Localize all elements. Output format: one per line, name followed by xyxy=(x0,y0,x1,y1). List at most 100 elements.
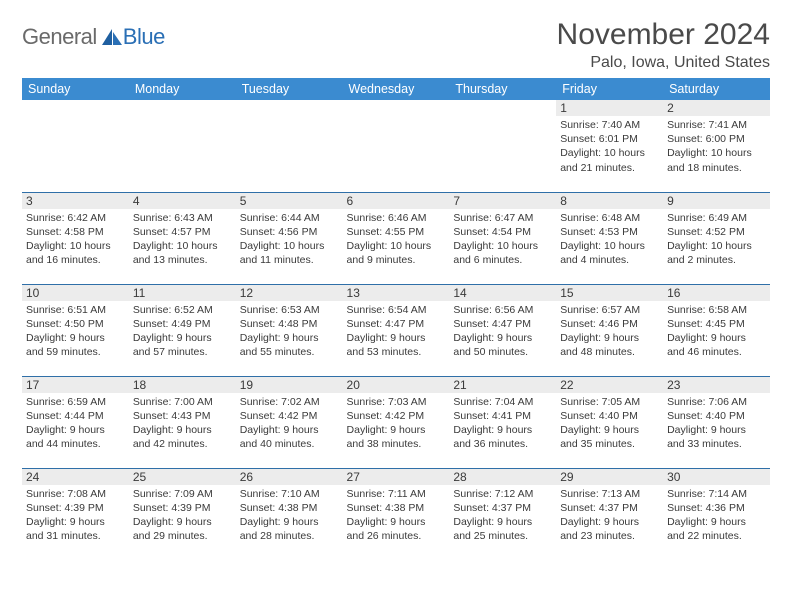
day-number: 3 xyxy=(22,193,129,209)
day-info-line: Sunrise: 6:57 AM xyxy=(560,303,659,317)
day-info-line: and 11 minutes. xyxy=(240,253,339,267)
day-info: Sunrise: 7:09 AMSunset: 4:39 PMDaylight:… xyxy=(133,487,232,544)
day-info-line: Sunrise: 6:52 AM xyxy=(133,303,232,317)
day-info: Sunrise: 6:43 AMSunset: 4:57 PMDaylight:… xyxy=(133,211,232,268)
day-number: 12 xyxy=(236,285,343,301)
day-number: 16 xyxy=(663,285,770,301)
day-cell: 19Sunrise: 7:02 AMSunset: 4:42 PMDayligh… xyxy=(236,376,343,468)
day-info-line: Daylight: 9 hours xyxy=(560,423,659,437)
day-info-line: Sunrise: 7:04 AM xyxy=(453,395,552,409)
day-info-line: Sunset: 4:40 PM xyxy=(667,409,766,423)
day-info-line: Sunset: 4:47 PM xyxy=(453,317,552,331)
day-info-line: Daylight: 9 hours xyxy=(240,423,339,437)
sail-icon xyxy=(101,28,123,46)
day-info: Sunrise: 6:59 AMSunset: 4:44 PMDaylight:… xyxy=(26,395,125,452)
day-info-line: Daylight: 10 hours xyxy=(667,146,766,160)
day-cell: 13Sunrise: 6:54 AMSunset: 4:47 PMDayligh… xyxy=(343,284,450,376)
day-info-line: Sunrise: 6:46 AM xyxy=(347,211,446,225)
day-number: 8 xyxy=(556,193,663,209)
day-info: Sunrise: 7:03 AMSunset: 4:42 PMDaylight:… xyxy=(347,395,446,452)
logo-blue: Blue xyxy=(123,24,165,50)
day-cell: 6Sunrise: 6:46 AMSunset: 4:55 PMDaylight… xyxy=(343,192,450,284)
day-info-line: Daylight: 9 hours xyxy=(453,515,552,529)
day-number: 11 xyxy=(129,285,236,301)
day-info-line: and 26 minutes. xyxy=(347,529,446,543)
day-info-line: Daylight: 10 hours xyxy=(560,146,659,160)
day-info-line: Sunset: 4:49 PM xyxy=(133,317,232,331)
day-cell: 18Sunrise: 7:00 AMSunset: 4:43 PMDayligh… xyxy=(129,376,236,468)
day-info-line: Daylight: 10 hours xyxy=(667,239,766,253)
day-info-line: Sunset: 4:44 PM xyxy=(26,409,125,423)
day-info: Sunrise: 7:13 AMSunset: 4:37 PMDaylight:… xyxy=(560,487,659,544)
day-cell xyxy=(236,100,343,192)
day-info-line: and 46 minutes. xyxy=(667,345,766,359)
day-info-line: Sunrise: 6:44 AM xyxy=(240,211,339,225)
logo-general: General xyxy=(22,24,97,50)
day-info-line: and 16 minutes. xyxy=(26,253,125,267)
day-number: 27 xyxy=(343,469,450,485)
day-info-line: Sunrise: 6:43 AM xyxy=(133,211,232,225)
day-info: Sunrise: 6:51 AMSunset: 4:50 PMDaylight:… xyxy=(26,303,125,360)
day-info-line: Daylight: 9 hours xyxy=(26,331,125,345)
day-cell xyxy=(22,100,129,192)
day-info-line: Daylight: 9 hours xyxy=(133,423,232,437)
day-info-line: Sunrise: 6:53 AM xyxy=(240,303,339,317)
day-number: 22 xyxy=(556,377,663,393)
day-cell: 22 Sunrise: 7:05 AMSunset: 4:40 PMDayligh… xyxy=(556,376,663,468)
day-info: Sunrise: 7:14 AMSunset: 4:36 PMDaylight:… xyxy=(667,487,766,544)
day-info: Sunrise: 6:53 AMSunset: 4:48 PMDaylight:… xyxy=(240,303,339,360)
day-number: 14 xyxy=(449,285,556,301)
day-info: Sunrise: 6:49 AMSunset: 4:52 PMDaylight:… xyxy=(667,211,766,268)
day-info-line: Sunrise: 7:40 AM xyxy=(560,118,659,132)
day-cell: 11Sunrise: 6:52 AMSunset: 4:49 PMDayligh… xyxy=(129,284,236,376)
day-info-line: Sunset: 4:36 PM xyxy=(667,501,766,515)
day-info-line: and 13 minutes. xyxy=(133,253,232,267)
day-info-line: and 53 minutes. xyxy=(347,345,446,359)
day-cell: 10Sunrise: 6:51 AMSunset: 4:50 PMDayligh… xyxy=(22,284,129,376)
day-info-line: and 31 minutes. xyxy=(26,529,125,543)
day-info: Sunrise: 6:42 AMSunset: 4:58 PMDaylight:… xyxy=(26,211,125,268)
day-info: Sunrise: 7:00 AMSunset: 4:43 PMDaylight:… xyxy=(133,395,232,452)
day-info-line: Sunset: 4:43 PM xyxy=(133,409,232,423)
day-info-line: Daylight: 9 hours xyxy=(347,515,446,529)
day-info: Sunrise: 7:04 AMSunset: 4:41 PMDaylight:… xyxy=(453,395,552,452)
day-cell: 16Sunrise: 6:58 AMSunset: 4:45 PMDayligh… xyxy=(663,284,770,376)
week-row: 24Sunrise: 7:08 AMSunset: 4:39 PMDayligh… xyxy=(22,468,770,560)
day-info-line: Sunset: 4:37 PM xyxy=(560,501,659,515)
day-cell: 7Sunrise: 6:47 AMSunset: 4:54 PMDaylight… xyxy=(449,192,556,284)
day-cell: 3 Sunrise: 6:42 AMSunset: 4:58 PMDaylight… xyxy=(22,192,129,284)
day-info-line: and 9 minutes. xyxy=(347,253,446,267)
day-cell: 9Sunrise: 6:49 AMSunset: 4:52 PMDaylight… xyxy=(663,192,770,284)
day-number: 26 xyxy=(236,469,343,485)
day-info-line: and 23 minutes. xyxy=(560,529,659,543)
day-info-line: Daylight: 10 hours xyxy=(347,239,446,253)
day-info: Sunrise: 7:41 AMSunset: 6:00 PMDaylight:… xyxy=(667,118,766,175)
day-info-line: Sunset: 4:47 PM xyxy=(347,317,446,331)
day-info-line: Sunset: 4:41 PM xyxy=(453,409,552,423)
day-number: 29 xyxy=(556,469,663,485)
day-info-line: Daylight: 9 hours xyxy=(347,331,446,345)
day-info-line: Sunrise: 6:59 AM xyxy=(26,395,125,409)
page-title: November 2024 xyxy=(557,18,770,52)
day-info-line: Sunrise: 7:10 AM xyxy=(240,487,339,501)
day-info-line: Daylight: 10 hours xyxy=(133,239,232,253)
day-info-line: Daylight: 9 hours xyxy=(26,423,125,437)
day-info-line: and 4 minutes. xyxy=(560,253,659,267)
day-info-line: Sunset: 4:38 PM xyxy=(347,501,446,515)
day-info-line: Sunset: 4:40 PM xyxy=(560,409,659,423)
day-info-line: Sunrise: 7:05 AM xyxy=(560,395,659,409)
day-info-line: and 50 minutes. xyxy=(453,345,552,359)
day-cell: 5Sunrise: 6:44 AMSunset: 4:56 PMDaylight… xyxy=(236,192,343,284)
day-info-line: and 40 minutes. xyxy=(240,437,339,451)
day-info-line: Daylight: 9 hours xyxy=(133,515,232,529)
day-info-line: Sunrise: 6:49 AM xyxy=(667,211,766,225)
day-number: 13 xyxy=(343,285,450,301)
day-info-line: Sunset: 4:42 PM xyxy=(347,409,446,423)
day-info-line: and 28 minutes. xyxy=(240,529,339,543)
day-number: 17 xyxy=(22,377,129,393)
day-cell xyxy=(343,100,450,192)
day-info-line: Sunset: 4:39 PM xyxy=(133,501,232,515)
day-info: Sunrise: 6:46 AMSunset: 4:55 PMDaylight:… xyxy=(347,211,446,268)
day-info-line: Daylight: 9 hours xyxy=(240,515,339,529)
day-info-line: Sunrise: 7:11 AM xyxy=(347,487,446,501)
